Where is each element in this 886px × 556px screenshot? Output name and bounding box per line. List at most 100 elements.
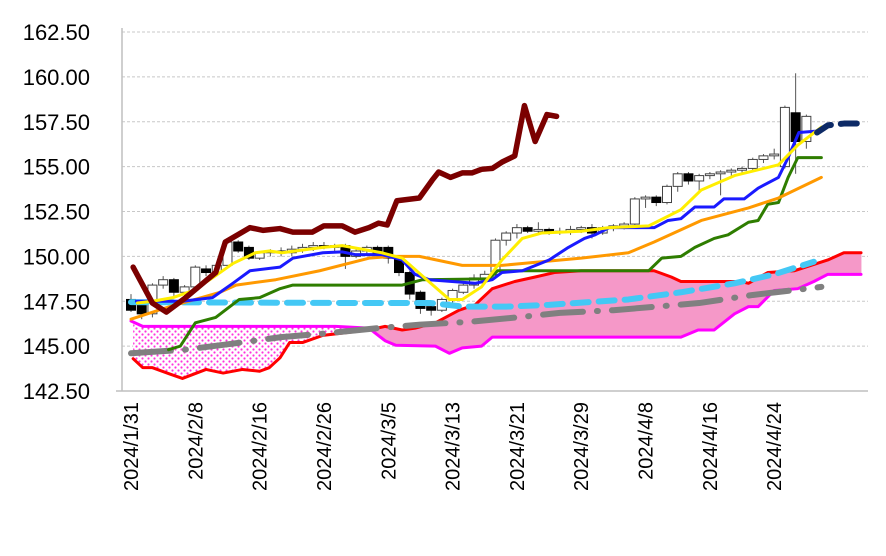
candle-down [651, 196, 662, 204]
conversion-line-yellow-line [135, 125, 823, 305]
cloud-bullish-segment [470, 305, 474, 348]
cloud-bullish-segment [564, 271, 568, 338]
cloud-bearish-segment [264, 326, 268, 370]
cloud-bullish-segment [781, 271, 785, 290]
cloud-bullish-segment [792, 270, 796, 290]
x-tick-label: 2024/2/16 [250, 402, 272, 491]
cloud-bullish-segment [674, 278, 678, 338]
cloud-bullish-segment [628, 270, 633, 338]
cloud-bullish-segment [816, 262, 820, 281]
cloud-bearish-segment [240, 326, 244, 370]
cloud-bearish-segment [326, 326, 330, 335]
cloud-bearish-segment [269, 326, 273, 368]
cloud-bullish-segment [819, 261, 823, 279]
indicator-lines [128, 102, 863, 380]
candle-down [426, 306, 437, 311]
cloud-bullish-segment [607, 270, 611, 338]
cloud-bearish-segment [275, 326, 279, 363]
cloud-bearish-segment [328, 326, 332, 335]
candle-up [458, 284, 469, 293]
cloud-bullish-segment [642, 270, 646, 338]
cloud-bullish-segment [706, 281, 710, 330]
cloud-bearish-segment [253, 326, 257, 371]
candle-down [683, 173, 694, 182]
cloud-bullish-segment [797, 268, 801, 289]
cloud-bearish-segment [176, 326, 180, 378]
long-average-lightblue-line [128, 258, 817, 310]
lagging-span-line [130, 102, 560, 315]
cloud-bullish-segment [671, 277, 675, 338]
cloud-bearish-segment [315, 326, 319, 339]
cloud-bullish-segment [425, 324, 429, 346]
cloud-bullish-segment [473, 303, 477, 347]
cloud-bullish-segment [701, 281, 705, 330]
cloud-bullish-segment [427, 324, 432, 347]
cloud-bullish-segment [398, 329, 402, 346]
cloud-bullish-segment [709, 281, 713, 330]
cloud-bullish-segment [449, 313, 453, 354]
cloud-bearish-segment [157, 326, 161, 371]
cloud-bullish-segment [682, 281, 686, 337]
cloud-bearish-segment [146, 326, 150, 368]
x-tick-label: 2024/2/26 [314, 402, 336, 491]
cloud-bullish-segment [835, 255, 839, 275]
cloud-bullish-segment [618, 270, 622, 338]
candle-up [758, 155, 769, 160]
cloud-bullish-segment [728, 281, 732, 319]
cloud-bullish-segment [497, 286, 501, 338]
cloud-bullish-segment [505, 283, 509, 338]
cloud-bullish-segment [457, 309, 461, 350]
cloud-bullish-segment [623, 270, 627, 338]
cloud-bullish-segment [626, 270, 630, 338]
cloud-bullish-segment [460, 308, 464, 349]
cloud-bearish-segment [149, 326, 153, 368]
candle-down [201, 268, 212, 274]
x-tick-label: 2024/4/16 [700, 402, 722, 491]
cloud-bullish-segment [824, 260, 828, 276]
cloud-bullish-segment [770, 272, 775, 294]
cloud-bullish-segment [859, 252, 862, 275]
cloud-bearish-segment [151, 326, 155, 369]
cloud-bearish-segment [141, 325, 145, 368]
cloud-bullish-segment [655, 271, 659, 338]
cloud-bullish-segment [610, 270, 614, 338]
cloud-bullish-segment [717, 281, 721, 328]
cloud-bullish-segment [636, 270, 641, 338]
cloud-bullish-segment [409, 328, 413, 346]
cloud-bearish-segment [229, 326, 233, 372]
cloud-bullish-segment [494, 286, 499, 338]
candle-up [533, 228, 544, 232]
candle-up [715, 171, 726, 175]
cloud-bullish-segment [422, 325, 426, 346]
cloud-bullish-segment [615, 270, 619, 338]
y-tick-label: 155.00 [23, 155, 90, 180]
cloud-bullish-segment [803, 267, 807, 287]
cloud-bullish-segment [805, 266, 809, 286]
candle-up [726, 169, 737, 173]
cloud-bullish-segment [779, 271, 783, 291]
cloud-bullish-segment [511, 281, 515, 338]
cloud-bullish-segment [813, 263, 817, 282]
cloud-bullish-segment [760, 275, 764, 305]
candle-up [801, 115, 812, 142]
cloud-bearish-segment [189, 326, 193, 376]
cloud-bearish-segment [261, 326, 265, 371]
cloud-bearish-segment [192, 326, 196, 375]
cloud-bearish-segment [248, 326, 252, 371]
cloud-bullish-segment [687, 281, 691, 335]
cloud-bearish-segment [143, 326, 147, 368]
y-tick-label: 162.50 [23, 20, 90, 45]
cloud-bullish-segment [468, 306, 472, 348]
cloud-bullish-segment [851, 252, 855, 275]
cloud-bullish-segment [486, 291, 490, 342]
candle-up [769, 153, 780, 157]
y-tick-label: 147.50 [23, 289, 90, 314]
candle-up [576, 227, 587, 230]
cloud-bullish-segment [417, 326, 421, 346]
cloud-bullish-segment [653, 270, 657, 338]
cloud-bullish-segment [661, 273, 665, 338]
cloud-bullish-segment [540, 275, 544, 338]
cloud-bullish-segment [787, 271, 791, 290]
cloud-bullish-segment [489, 288, 493, 340]
